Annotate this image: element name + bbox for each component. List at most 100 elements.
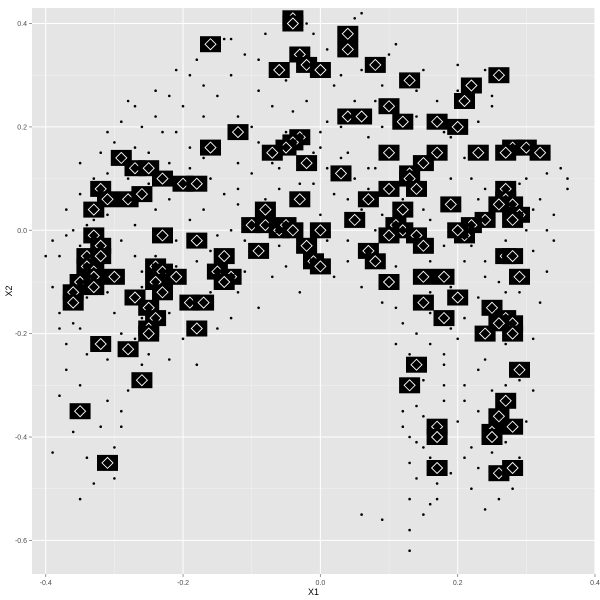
diamond-marker bbox=[506, 327, 519, 340]
highlight-box bbox=[488, 67, 510, 84]
highlighted-point bbox=[502, 418, 524, 435]
highlighted-point bbox=[213, 248, 235, 265]
diamond-marker bbox=[170, 270, 183, 283]
diamond-marker bbox=[451, 224, 464, 237]
data-point bbox=[202, 156, 205, 160]
highlighted-point bbox=[447, 289, 469, 306]
diamond-marker bbox=[156, 229, 169, 242]
data-point bbox=[401, 425, 405, 429]
data-point bbox=[106, 130, 109, 134]
data-point bbox=[209, 291, 212, 294]
data-point bbox=[168, 94, 171, 98]
data-point bbox=[120, 332, 123, 335]
data-point bbox=[504, 291, 508, 294]
data-point bbox=[325, 120, 329, 123]
diamond-marker bbox=[259, 203, 272, 216]
data-point bbox=[65, 234, 68, 237]
data-point bbox=[236, 203, 240, 206]
data-point bbox=[319, 146, 322, 149]
highlight-box bbox=[364, 253, 386, 270]
diamond-marker bbox=[437, 270, 451, 283]
highlighted-point bbox=[378, 98, 400, 115]
diamond-marker bbox=[506, 249, 519, 263]
highlight-box bbox=[433, 310, 455, 327]
highlight-box bbox=[357, 191, 379, 208]
highlighted-point bbox=[378, 274, 400, 290]
data-point bbox=[168, 358, 171, 361]
diamond-marker bbox=[197, 296, 210, 309]
data-point bbox=[449, 135, 453, 139]
data-point bbox=[545, 172, 549, 175]
y-tick-label: 0.0 bbox=[17, 228, 27, 235]
data-point bbox=[78, 192, 82, 196]
highlighted-point bbox=[213, 274, 235, 290]
data-point bbox=[99, 425, 102, 429]
data-point bbox=[346, 198, 350, 201]
highlighted-point bbox=[447, 222, 469, 239]
data-point bbox=[552, 239, 556, 242]
data-point bbox=[257, 306, 260, 310]
diamond-marker bbox=[492, 198, 506, 211]
data-point bbox=[85, 296, 89, 299]
diamond-marker bbox=[382, 275, 396, 289]
highlighted-point bbox=[337, 41, 359, 58]
data-point bbox=[408, 549, 411, 552]
data-point bbox=[401, 198, 405, 201]
data-point bbox=[504, 239, 508, 242]
diamond-marker bbox=[430, 115, 444, 128]
highlight-box bbox=[227, 124, 249, 141]
highlighted-point bbox=[502, 211, 524, 228]
highlighted-point bbox=[152, 227, 173, 244]
highlight-box bbox=[289, 191, 311, 208]
data-point bbox=[374, 229, 377, 232]
data-point bbox=[277, 166, 281, 170]
diamond-marker bbox=[499, 146, 512, 159]
highlight-box bbox=[426, 113, 448, 130]
data-point bbox=[422, 68, 425, 72]
highlight-box bbox=[193, 294, 215, 311]
data-point bbox=[552, 213, 556, 217]
x-tick-label: -0.4 bbox=[40, 580, 52, 587]
highlight-box bbox=[330, 165, 352, 182]
highlighted-point bbox=[509, 361, 530, 378]
diamond-marker bbox=[506, 420, 519, 433]
highlighted-point bbox=[268, 62, 290, 78]
highlight-box bbox=[447, 289, 469, 306]
highlighted-point bbox=[378, 180, 400, 197]
data-point bbox=[394, 342, 398, 346]
diamond-marker bbox=[218, 275, 231, 289]
diamond-marker bbox=[204, 141, 217, 154]
data-point bbox=[428, 218, 432, 222]
data-point bbox=[140, 285, 144, 289]
data-point bbox=[216, 94, 219, 98]
diamond-marker bbox=[204, 38, 217, 51]
diamond-marker bbox=[190, 234, 203, 247]
data-point bbox=[147, 182, 150, 185]
data-point bbox=[525, 177, 528, 180]
data-point bbox=[346, 239, 350, 242]
highlight-box bbox=[186, 175, 208, 192]
data-point bbox=[257, 141, 260, 144]
diamond-marker bbox=[314, 260, 327, 273]
highlight-box bbox=[447, 118, 469, 135]
data-point bbox=[408, 497, 411, 501]
data-point bbox=[566, 177, 569, 180]
highlighted-point bbox=[502, 325, 524, 342]
data-point bbox=[106, 399, 109, 403]
diamond-marker bbox=[499, 394, 512, 407]
data-point bbox=[483, 187, 487, 191]
data-point bbox=[58, 327, 61, 330]
data-point bbox=[51, 451, 54, 454]
highlighted-point bbox=[186, 232, 208, 249]
data-point bbox=[456, 420, 460, 423]
highlighted-point bbox=[152, 284, 173, 301]
data-point bbox=[305, 22, 308, 25]
highlighted-points bbox=[62, 10, 551, 482]
data-point bbox=[305, 99, 308, 103]
data-point bbox=[264, 198, 267, 201]
highlighted-point bbox=[426, 429, 448, 445]
highlighted-point bbox=[186, 175, 208, 192]
data-point bbox=[353, 177, 357, 180]
data-point bbox=[58, 311, 61, 315]
